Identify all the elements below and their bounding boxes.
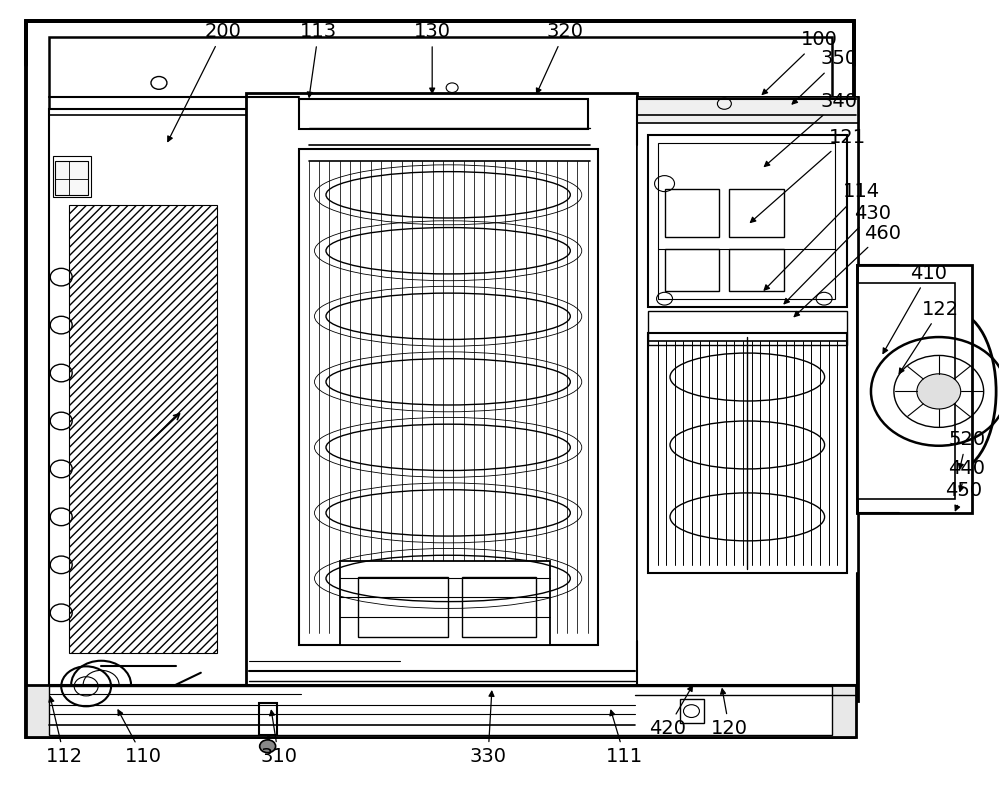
Bar: [857, 283, 955, 499]
Bar: [340, 561, 550, 645]
Bar: [462, 577, 536, 637]
Bar: [857, 265, 972, 513]
Text: 112: 112: [46, 697, 83, 766]
Text: 113: 113: [300, 22, 337, 97]
Bar: [55, 161, 88, 195]
Bar: [665, 249, 719, 290]
Text: 100: 100: [762, 30, 838, 95]
Circle shape: [917, 374, 961, 409]
Bar: [246, 93, 637, 685]
Text: 120: 120: [711, 689, 748, 738]
Text: 122: 122: [899, 300, 959, 374]
Text: 350: 350: [792, 50, 858, 104]
Bar: [648, 333, 847, 573]
Bar: [665, 189, 719, 237]
Bar: [637, 97, 858, 701]
Bar: [49, 37, 832, 723]
Text: 121: 121: [750, 128, 866, 222]
Bar: [648, 311, 847, 345]
Text: 450: 450: [945, 481, 982, 511]
Bar: [299, 149, 598, 645]
Bar: [49, 686, 832, 735]
Text: 520: 520: [948, 430, 985, 469]
Bar: [637, 97, 858, 123]
Bar: [26, 22, 854, 737]
Text: 330: 330: [470, 691, 507, 766]
Bar: [259, 703, 277, 735]
Bar: [69, 205, 217, 653]
Bar: [680, 699, 704, 723]
Bar: [648, 135, 847, 306]
Bar: [49, 109, 247, 685]
Text: 130: 130: [414, 22, 451, 93]
Circle shape: [260, 740, 276, 752]
Text: 340: 340: [764, 91, 858, 167]
Bar: [658, 143, 835, 298]
Bar: [299, 99, 588, 129]
Text: 440: 440: [948, 460, 985, 492]
Text: 420: 420: [649, 686, 692, 738]
Text: 460: 460: [794, 224, 901, 317]
Text: 111: 111: [606, 711, 643, 766]
Text: 410: 410: [883, 264, 947, 354]
Text: 110: 110: [118, 710, 161, 766]
Bar: [53, 156, 91, 197]
Bar: [358, 577, 448, 637]
Bar: [637, 97, 858, 701]
Bar: [729, 249, 784, 290]
Bar: [26, 685, 856, 737]
Bar: [729, 189, 784, 237]
Text: 114: 114: [764, 182, 880, 290]
Text: 200: 200: [168, 22, 241, 141]
Text: 320: 320: [536, 22, 583, 94]
Text: 430: 430: [784, 204, 891, 304]
Text: 310: 310: [260, 711, 297, 766]
